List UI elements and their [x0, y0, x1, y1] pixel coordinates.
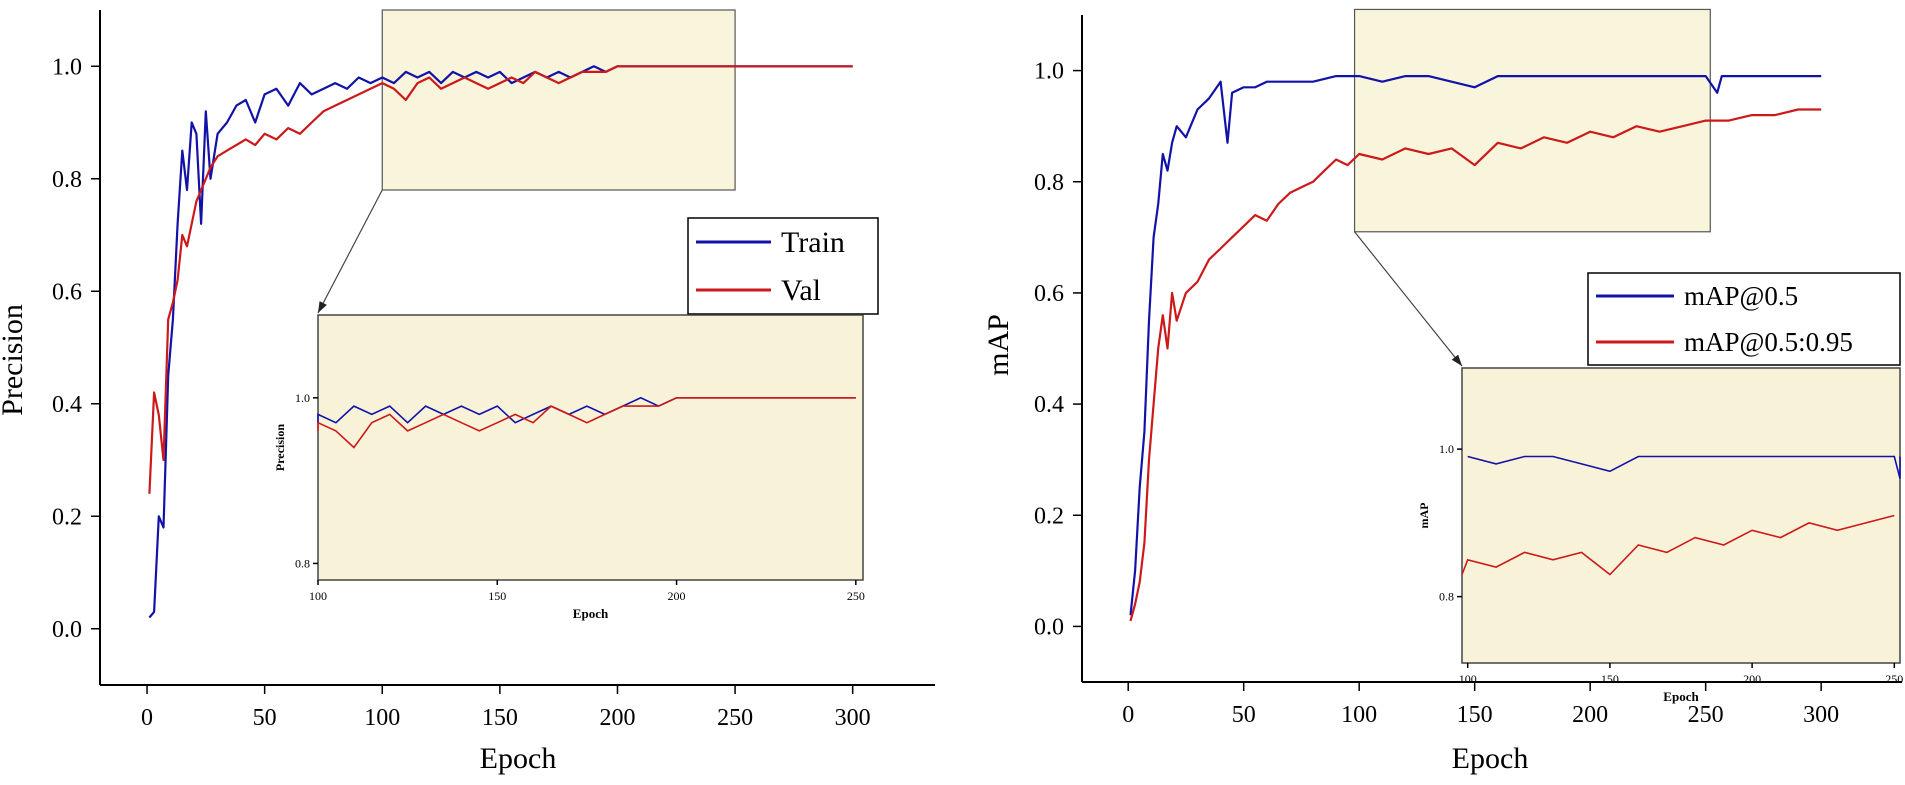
- inset-x-tick-label: 100: [309, 589, 327, 603]
- inset-zoom-chart: 100 150 200 250 0.8 1.0 Epoch mAP: [1417, 367, 1903, 704]
- y-tick-label: 0.4: [52, 392, 82, 418]
- y-axis-label: mAP: [982, 314, 1015, 376]
- legend-label: mAP@0.5:0.95: [1684, 327, 1853, 357]
- x-tick-label: 0: [1122, 702, 1134, 728]
- inset-x-tick-label: 200: [668, 589, 686, 603]
- chart-panel-1: 0 50 100 150 200 250 300 0.0 0.2 0.4 0.6 0.8 1.0 Epoc…: [0, 9, 935, 775]
- x-tick-label: 100: [364, 705, 400, 731]
- x-tick-label: 150: [1457, 702, 1493, 728]
- legend-box: [687, 217, 879, 315]
- x-tick-label: 50: [1232, 702, 1256, 728]
- x-tick-label: 100: [1341, 702, 1377, 728]
- inset-x-tick-label: 150: [488, 589, 506, 603]
- y-tick-label: 0.0: [52, 617, 82, 643]
- x-tick-label: 250: [1688, 702, 1724, 728]
- y-axis-label: Precision: [0, 304, 29, 416]
- y-tick-label: 1.0: [1034, 59, 1064, 85]
- legend-label: Train: [781, 226, 845, 259]
- y-tick-label: 0.6: [1034, 281, 1064, 307]
- y-tick-label: 0.0: [1034, 614, 1064, 640]
- legend-label: mAP@0.5: [1684, 281, 1798, 311]
- inset-y-tick-label: 0.8: [1439, 590, 1454, 604]
- inset-series-line: [317, 396, 856, 449]
- inset-plot-area: [317, 314, 864, 581]
- series-line-map-0-5: [1129, 74, 1822, 616]
- y-tick-label: 0.6: [52, 279, 82, 305]
- inset-x-tick-label: 100: [1459, 672, 1477, 686]
- zoom-region-box: [381, 9, 736, 191]
- inset-y-tick-label: 0.8: [295, 556, 310, 570]
- series-line-map-0-5-0-95: [1129, 108, 1822, 622]
- y-tick-label: 0.8: [52, 167, 82, 193]
- legend-box: [1587, 272, 1901, 366]
- inset-x-tick-label: 200: [1743, 672, 1761, 686]
- inset-plot-area: [1461, 367, 1901, 664]
- legend-label: Val: [781, 274, 821, 307]
- x-tick-label: 300: [1803, 702, 1839, 728]
- series-line-val: [148, 65, 853, 494]
- inset-x-tick-label: 250: [847, 589, 865, 603]
- inset-y-tick-label: 1.0: [295, 391, 310, 405]
- inset-y-axis-label: mAP: [1417, 503, 1431, 529]
- y-tick-label: 0.8: [1034, 170, 1064, 196]
- inset-x-axis-label: Epoch: [573, 606, 609, 621]
- y-tick-label: 0.2: [52, 504, 82, 530]
- y-tick-label: 0.4: [1034, 392, 1064, 418]
- legend: Train Val: [687, 217, 879, 315]
- inset-x-tick-label: 150: [1601, 672, 1619, 686]
- zoom-connector-arrowhead: [1451, 354, 1462, 366]
- y-tick-label: 0.2: [1034, 503, 1064, 529]
- inset-series-line: [1467, 455, 1901, 479]
- inset-y-axis-label: Precision: [273, 424, 287, 471]
- y-tick-label: 1.0: [52, 54, 82, 80]
- x-tick-label: 200: [599, 705, 635, 731]
- zoom-connector: [1354, 231, 1463, 367]
- zoom-region-box: [1353, 8, 1711, 233]
- zoom-connector: [317, 189, 383, 314]
- x-tick-label: 50: [253, 705, 277, 731]
- chart-panel-2: 0 50 100 150 200 250 300 0.0 0.2 0.4 0.6 0.8 1.0 Epoc…: [982, 8, 1903, 775]
- x-tick-label: 150: [482, 705, 518, 731]
- x-axis-label: Epoch: [1452, 742, 1529, 775]
- zoom-connector-arrowhead: [318, 301, 327, 313]
- inset-x-axis-label: Epoch: [1663, 689, 1699, 704]
- inset-zoom-chart: 100 150 200 250 0.8 1.0 Epoch Precision: [273, 314, 865, 621]
- x-tick-label: 0: [141, 705, 153, 731]
- inset-series-line: [1461, 514, 1895, 576]
- x-tick-label: 200: [1572, 702, 1608, 728]
- x-tick-label: 250: [717, 705, 753, 731]
- inset-y-tick-label: 1.0: [1439, 442, 1454, 456]
- x-tick-label: 300: [835, 705, 871, 731]
- legend: mAP@0.5 mAP@0.5:0.95: [1587, 272, 1901, 366]
- x-axis-label: Epoch: [480, 742, 557, 775]
- inset-x-tick-label: 250: [1885, 672, 1903, 686]
